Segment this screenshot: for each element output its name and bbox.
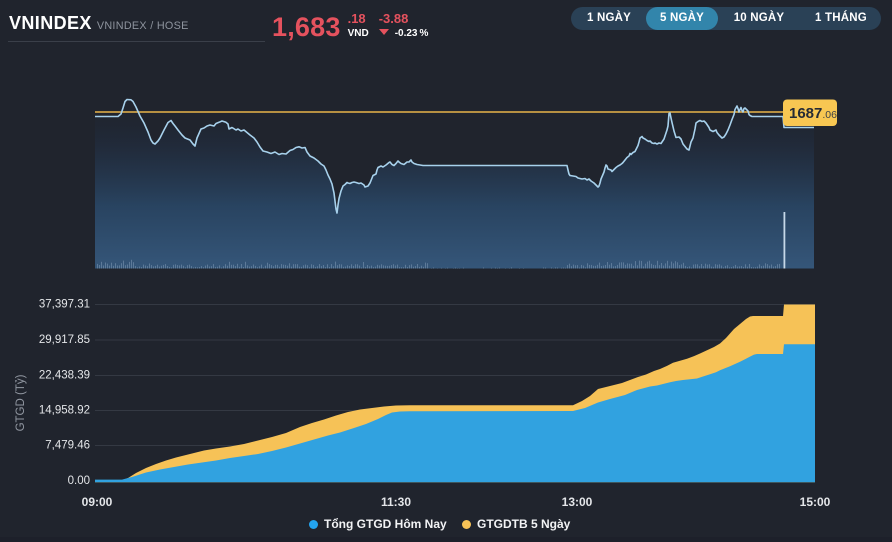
svg-text:7,479.46: 7,479.46 [45,440,90,452]
svg-text:29,917.85: 29,917.85 [39,334,90,346]
svg-text:14,958.92: 14,958.92 [39,405,90,417]
svg-text:0.00: 0.00 [68,475,90,487]
svg-text:22,438.39: 22,438.39 [39,370,90,382]
svg-text:37,397.31: 37,397.31 [39,299,90,311]
svg-text:1687.06: 1687.06 [789,105,837,122]
svg-text:15:00: 15:00 [800,495,831,509]
svg-text:09:00: 09:00 [82,495,113,509]
svg-text:13:00: 13:00 [562,495,593,509]
svg-text:11:30: 11:30 [381,495,411,509]
svg-text:GTGD (Tỷ): GTGD (Tỷ) [15,374,27,431]
